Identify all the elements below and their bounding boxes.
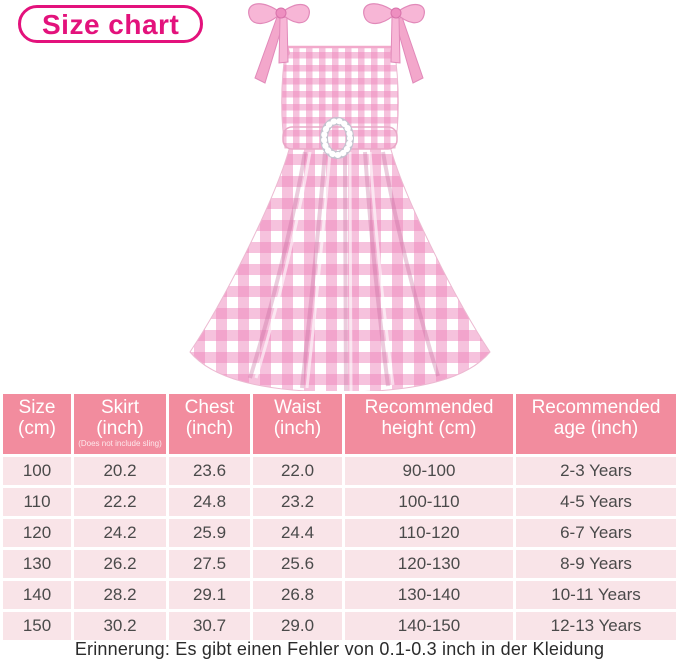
table-header-row: Size (cm) Skirt (inch) (Does not include… — [3, 394, 676, 454]
table-cell: 20.2 — [74, 456, 166, 485]
table-cell: 150 — [3, 611, 71, 640]
table-cell: 100-110 — [345, 487, 513, 516]
skirt-pleat-shadows — [248, 151, 440, 393]
dress-bodice — [281, 46, 399, 149]
table-row: 140 28.2 29.1 26.8 130-140 10-11 Years — [3, 580, 676, 609]
table-cell: 110-120 — [345, 518, 513, 547]
table-cell: 28.2 — [74, 580, 166, 609]
reminder-note: Erinnerung: Es gibt einen Fehler von 0.1… — [74, 639, 605, 659]
col-header-age: Recommended age (inch) — [516, 394, 676, 454]
dress-skirt — [189, 145, 491, 393]
table-cell: 25.9 — [169, 518, 250, 547]
table-cell: 30.2 — [74, 611, 166, 640]
table-cell: 90-100 — [345, 456, 513, 485]
table-cell: 23.6 — [169, 456, 250, 485]
page-title: Size chart — [18, 5, 204, 43]
table-cell: 10-11 Years — [516, 580, 676, 609]
belt-buckle-icon — [320, 117, 354, 159]
table-cell: 22.2 — [74, 487, 166, 516]
table-row: 150 30.2 30.7 29.0 140-150 12-13 Years — [3, 611, 676, 640]
left-bow-icon — [248, 3, 310, 84]
table-cell: 25.6 — [253, 549, 342, 578]
size-table: Size (cm) Skirt (inch) (Does not include… — [0, 391, 679, 643]
table-cell: 120 — [3, 518, 71, 547]
dress-illustration — [189, 3, 491, 393]
table-row: 120 24.2 25.9 24.4 110-120 6-7 Years — [3, 518, 676, 547]
table-cell: 27.5 — [169, 549, 250, 578]
table-cell: 140 — [3, 580, 71, 609]
table-cell: 30.7 — [169, 611, 250, 640]
skirt-pleat-highlights — [254, 151, 395, 393]
col-header-skirt: Skirt (inch) (Does not include sling) — [74, 394, 166, 454]
col-header-waist: Waist (inch) — [253, 394, 342, 454]
table-row: 100 20.2 23.6 22.0 90-100 2-3 Years — [3, 456, 676, 485]
col-header-size: Size (cm) — [3, 394, 71, 454]
table-cell: 6-7 Years — [516, 518, 676, 547]
table-cell: 130 — [3, 549, 71, 578]
table-cell: 29.0 — [253, 611, 342, 640]
col-header-height: Recommended height (cm) — [345, 394, 513, 454]
table-cell: 26.2 — [74, 549, 166, 578]
table-cell: 100 — [3, 456, 71, 485]
table-cell: 23.2 — [253, 487, 342, 516]
belt — [282, 126, 398, 150]
table-cell: 8-9 Years — [516, 549, 676, 578]
table-cell: 22.0 — [253, 456, 342, 485]
table-cell: 140-150 — [345, 611, 513, 640]
table-cell: 110 — [3, 487, 71, 516]
table-cell: 24.8 — [169, 487, 250, 516]
col-header-chest: Chest (inch) — [169, 394, 250, 454]
table-cell: 24.4 — [253, 518, 342, 547]
table-cell: 29.1 — [169, 580, 250, 609]
table-cell: 130-140 — [345, 580, 513, 609]
table-cell: 12-13 Years — [516, 611, 676, 640]
table-cell: 26.8 — [253, 580, 342, 609]
table-cell: 2-3 Years — [516, 456, 676, 485]
table-row: 110 22.2 24.8 23.2 100-110 4-5 Years — [3, 487, 676, 516]
page-title-label: Size chart — [42, 8, 180, 40]
right-bow-icon — [363, 3, 425, 84]
table-cell: 120-130 — [345, 549, 513, 578]
table-cell: 24.2 — [74, 518, 166, 547]
table-row: 130 26.2 27.5 25.6 120-130 8-9 Years — [3, 549, 676, 578]
table-cell: 4-5 Years — [516, 487, 676, 516]
